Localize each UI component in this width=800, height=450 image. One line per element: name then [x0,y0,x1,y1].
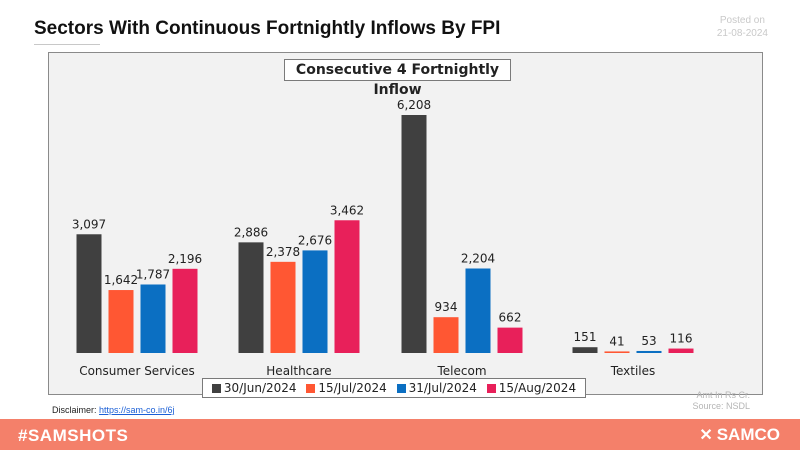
bar-textiles-1 [604,351,630,353]
legend-swatch [211,383,221,393]
bar-telecom-0 [401,115,427,353]
legend-item: 31/Jul/2024 [396,381,477,395]
data-label: 2,886 [234,225,268,239]
bar-consumer-services-3 [172,268,198,353]
data-label: 934 [435,300,458,314]
hashtag-label: #SAMSHOTS [18,426,129,445]
posted-date-value: 21-08-2024 [716,28,768,39]
data-label: 151 [574,330,597,344]
posted-date: Posted on 21-08-2024 [717,14,768,40]
legend-label: 31/Jul/2024 [408,381,477,395]
data-label: 1,787 [136,267,170,281]
data-label: 2,204 [461,252,495,266]
disclaimer-link[interactable]: https://sam-co.in/6j [99,405,175,415]
bar-telecom-2 [465,268,491,353]
data-label: 116 [670,332,693,346]
legend-swatch [306,383,316,393]
category-label: Telecom [436,364,486,378]
legend-item: 15/Jul/2024 [306,381,387,395]
legend-swatch [396,383,406,393]
bar-consumer-services-2 [140,284,166,353]
bar-textiles-0 [572,347,598,353]
legend-swatch [486,383,496,393]
legend-label: 15/Aug/2024 [498,381,577,395]
brand-logo: ✕ SAMCO [699,425,780,445]
chart-legend: 30/Jun/2024 15/Jul/2024 31/Jul/2024 15/Aug/… [202,378,586,398]
bar-healthcare-0 [238,242,264,353]
data-label: 1,642 [104,273,138,287]
data-label: 2,676 [298,233,332,247]
data-label: 3,462 [330,203,364,217]
legend-label: 30/Jun/2024 [223,381,297,395]
chart-area: 3,097 1,642 1,787 2,196 Consumer Services 2,8… [48,52,763,398]
bar-telecom-3 [497,327,523,353]
samco-logo-icon: ✕ [699,427,713,444]
data-label: 2,196 [168,252,202,266]
data-label: 2,378 [266,245,300,259]
source-label: Source: NSDL [692,401,750,411]
data-label: 3,097 [72,217,106,231]
legend-label: 15/Jul/2024 [318,381,387,395]
bar-textiles-2 [636,350,662,353]
category-label: Consumer Services [79,364,195,378]
data-label: 662 [499,311,522,325]
bar-consumer-services-0 [76,234,102,353]
data-label: 53 [641,334,656,348]
bar-consumer-services-1 [108,290,134,353]
bar-healthcare-2 [302,250,328,353]
page-title: Sectors With Continuous Fortnightly Infl… [34,18,501,39]
category-label: Healthcare [266,364,331,378]
brand-name: SAMCO [716,425,780,444]
footer-bar: #SAMSHOTS ✕ SAMCO [0,419,800,450]
bar-telecom-1 [433,317,459,353]
unit-note: Amt In Rs Cr. Source: NSDL [692,390,750,412]
legend-item: 30/Jun/2024 [211,381,297,395]
disclaimer: Disclaimer: https://sam-co.in/6j [52,405,175,415]
bar-textiles-3 [668,348,694,353]
unit-label: Amt In Rs Cr. [696,390,750,400]
posted-label: Posted on [719,15,765,26]
title-underline [34,44,100,45]
data-label: 41 [609,334,624,348]
chart-title: Consecutive 4 Fortnightly Inflow [284,59,511,98]
bar-healthcare-3 [334,220,360,353]
category-label: Textiles [610,364,656,378]
data-label: 6,208 [397,98,431,112]
legend-item: 15/Aug/2024 [486,381,577,395]
bar-healthcare-1 [270,261,296,353]
disclaimer-label: Disclaimer: [52,405,97,415]
